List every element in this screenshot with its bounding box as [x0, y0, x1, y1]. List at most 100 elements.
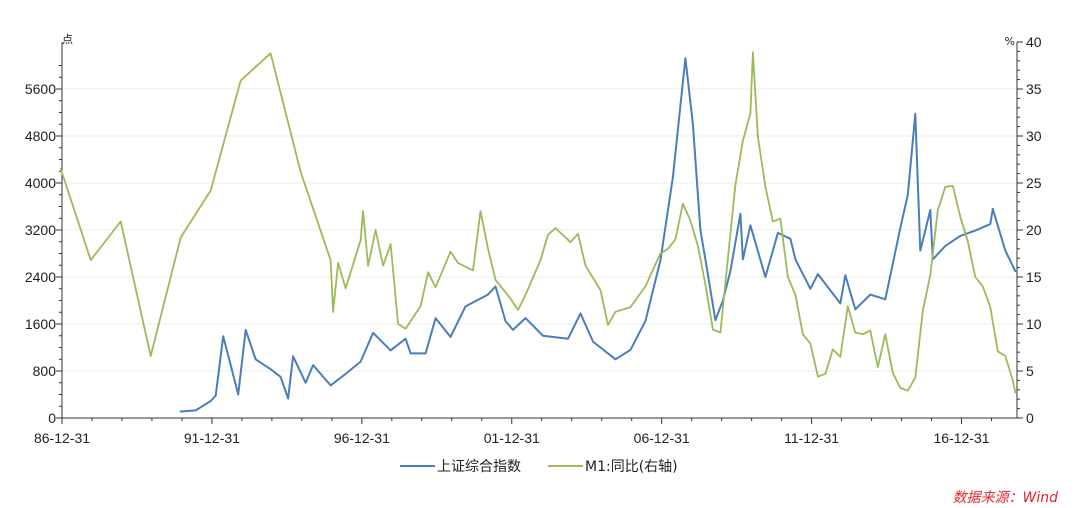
data-point: [974, 230, 976, 232]
data-point: [929, 209, 931, 211]
data-point: [739, 213, 742, 215]
data-point: [699, 229, 702, 231]
right-tick-label: 35: [1026, 81, 1042, 97]
data-point: [554, 227, 557, 229]
data-point: [1014, 270, 1016, 272]
data-point: [989, 223, 991, 225]
data-point: [345, 373, 347, 375]
data-point: [667, 248, 669, 250]
axes: [56, 41, 1023, 424]
data-point: [839, 356, 841, 358]
left-tick-label: 1600: [25, 316, 56, 332]
data-point: [742, 258, 744, 260]
data-point: [644, 320, 647, 322]
data-point: [287, 398, 289, 400]
data-point: [375, 229, 377, 231]
data-point: [772, 220, 774, 223]
right-tick-label: 20: [1026, 222, 1042, 238]
data-point: [614, 311, 617, 313]
data-point: [729, 270, 732, 272]
data-point: [899, 387, 901, 389]
left-tick-label: 4800: [25, 128, 56, 144]
data-point: [944, 186, 946, 188]
series-layer: [59, 51, 1017, 413]
series-line-index: [179, 57, 1017, 413]
data-point: [449, 251, 452, 253]
data-point: [150, 355, 152, 357]
data-point: [305, 382, 307, 384]
data-point: [914, 377, 916, 379]
data-point: [524, 294, 527, 296]
data-point: [929, 274, 931, 276]
data-point: [405, 328, 407, 330]
right-tick-label: 10: [1026, 316, 1042, 332]
data-point: [884, 298, 886, 300]
data-point: [547, 234, 549, 236]
data-point: [592, 341, 594, 343]
data-point: [704, 283, 707, 286]
data-point: [764, 276, 767, 278]
data-point: [427, 271, 429, 273]
right-tick-label: 30: [1026, 128, 1042, 144]
data-point: [937, 209, 939, 211]
data-point: [644, 285, 647, 287]
data-point: [584, 265, 587, 267]
data-point: [312, 364, 314, 366]
data-point: [719, 331, 722, 334]
data-point: [629, 349, 632, 351]
data-point: [255, 358, 257, 360]
data-point: [712, 329, 714, 331]
data-point: [382, 265, 384, 267]
data-point: [794, 258, 797, 260]
data-point: [777, 232, 779, 234]
data-point: [682, 203, 684, 205]
data-point: [1004, 355, 1006, 357]
data-point: [672, 176, 674, 178]
data-point: [90, 259, 92, 261]
data-point: [435, 317, 437, 319]
data-point: [390, 349, 392, 351]
data-point: [599, 289, 602, 291]
data-point: [1012, 379, 1014, 381]
data-point: [425, 352, 427, 354]
data-point: [659, 252, 662, 255]
data-point: [854, 308, 856, 310]
data-point: [824, 373, 827, 375]
data-point: [337, 262, 339, 264]
right-tick-label: 5: [1026, 363, 1034, 379]
left-tick-label: 3200: [25, 222, 56, 238]
data-point: [464, 305, 467, 307]
data-point: [839, 302, 841, 304]
gridlines: [62, 88, 1017, 372]
data-point: [952, 185, 954, 187]
data-point: [577, 233, 579, 235]
right-tick-label: 0: [1026, 410, 1034, 426]
data-source-note: 数据来源：Wind: [952, 490, 1059, 506]
data-point: [734, 184, 737, 186]
data-point: [692, 123, 694, 125]
data-point: [847, 305, 849, 307]
data-point: [524, 317, 527, 319]
data-point: [372, 332, 374, 334]
tick-labels: 0 800 1600 2400 3200 4000 4800 5600 0 5 10 15 20 25 30…: [25, 34, 1042, 446]
data-point: [457, 262, 459, 264]
data-point: [907, 194, 909, 196]
data-point: [397, 323, 399, 325]
data-point: [472, 269, 474, 271]
legend-label-m1: M1:同比(右轴): [585, 459, 678, 475]
x-tick-label: 06-12-31: [634, 430, 690, 446]
data-point: [330, 259, 332, 261]
data-point: [390, 243, 392, 245]
data-point: [504, 320, 507, 322]
left-tick-label: 800: [33, 363, 57, 379]
right-tick-label: 40: [1026, 34, 1042, 50]
data-point: [787, 276, 789, 278]
data-point: [697, 245, 699, 247]
data-point: [749, 224, 752, 226]
data-point: [360, 361, 362, 363]
data-point: [884, 333, 886, 335]
data-point: [222, 335, 224, 337]
data-point: [869, 294, 871, 296]
data-point: [120, 220, 122, 223]
data-point: [1004, 250, 1006, 252]
